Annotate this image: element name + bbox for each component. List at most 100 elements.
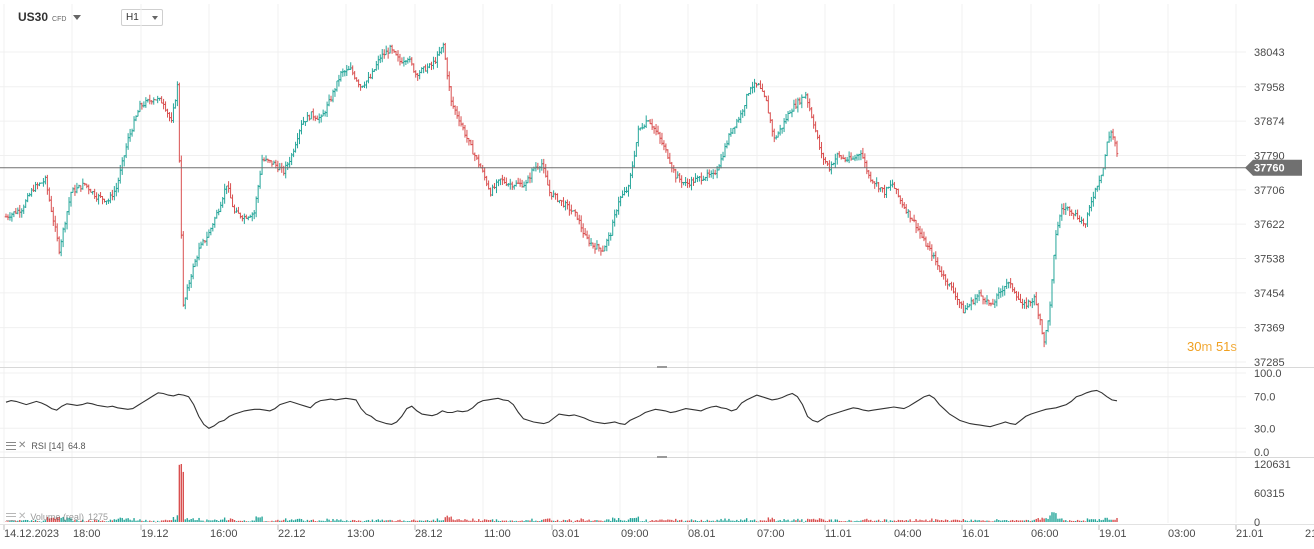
volume-bar xyxy=(755,521,758,522)
volume-bar xyxy=(600,520,602,522)
symbol-selector[interactable]: US30 CFD xyxy=(18,10,82,24)
time-tick-label: 11.01 xyxy=(825,528,852,540)
volume-bar xyxy=(503,520,506,522)
volume-bar xyxy=(560,521,563,522)
volume-bar xyxy=(1004,520,1006,522)
volume-bar xyxy=(505,520,508,522)
volume-bar xyxy=(1041,517,1043,522)
volume-bar xyxy=(1015,520,1018,522)
volume-bar xyxy=(328,519,330,522)
volume-bar xyxy=(147,521,149,522)
timeframe-selector[interactable]: H1 xyxy=(121,9,163,26)
volume-bar xyxy=(263,521,265,522)
volume-bar xyxy=(515,520,517,522)
volume-bar xyxy=(606,519,608,522)
volume-bar xyxy=(694,520,697,522)
volume-bar xyxy=(533,521,535,522)
volume-bar xyxy=(925,519,927,522)
volume-bar xyxy=(271,520,273,522)
volume-bar xyxy=(409,521,411,522)
volume-bar xyxy=(639,521,641,522)
volume-bar xyxy=(822,519,825,522)
volume-bar xyxy=(281,520,283,522)
volume-bar xyxy=(647,521,649,523)
volume-bar xyxy=(334,520,336,522)
volume-bar xyxy=(23,520,25,522)
volume-bar xyxy=(521,520,523,522)
close-icon[interactable]: ✕ xyxy=(18,511,27,522)
volume-bar xyxy=(375,519,378,522)
volume-bar xyxy=(202,520,204,522)
volume-bar xyxy=(684,520,687,522)
volume-bar xyxy=(745,518,748,522)
volume-bar xyxy=(726,520,728,522)
volume-bar xyxy=(1023,520,1026,522)
time-tick-label: 09:00 xyxy=(621,528,649,540)
volume-bar xyxy=(389,519,391,522)
volume-bar xyxy=(42,520,45,522)
volume-bar xyxy=(547,518,549,522)
volume-bar xyxy=(870,519,872,522)
volume-bar xyxy=(174,519,177,522)
volume-bar xyxy=(714,521,716,522)
volume-bar xyxy=(346,520,348,522)
countdown-minutes-unit: m xyxy=(1201,339,1213,354)
volume-bar xyxy=(627,519,630,522)
volume-bar xyxy=(257,517,259,522)
volume-bar xyxy=(866,518,868,522)
volume-bar xyxy=(1086,518,1089,522)
pane-resize-handle[interactable] xyxy=(657,456,667,458)
volume-bar xyxy=(418,520,421,522)
volume-bar xyxy=(789,521,791,522)
volume-bar xyxy=(377,519,380,522)
volume-bar xyxy=(1049,515,1051,522)
volume-bar xyxy=(1047,518,1049,522)
volume-bar xyxy=(507,521,510,522)
volume-bar xyxy=(1031,520,1033,522)
volume-bar xyxy=(48,518,51,522)
volume-bar xyxy=(673,520,675,522)
volume-bar xyxy=(330,521,332,522)
close-icon[interactable]: ✕ xyxy=(18,440,27,451)
volume-bar xyxy=(613,518,616,522)
volume-bar xyxy=(156,520,159,522)
volume-bar xyxy=(944,519,947,522)
volume-bar xyxy=(7,521,9,522)
timeframe-label: H1 xyxy=(126,12,139,23)
volume-bar xyxy=(1063,520,1065,522)
pane-resize-handle[interactable] xyxy=(657,366,667,368)
volume-bar xyxy=(403,520,405,522)
volume-bar xyxy=(426,520,429,522)
volume-bar xyxy=(119,517,121,522)
volume-bar xyxy=(21,520,23,522)
volume-bar xyxy=(852,521,854,523)
volume-bar xyxy=(460,520,462,522)
volume-bar xyxy=(371,519,374,522)
volume-bar xyxy=(198,517,200,522)
volume-bar xyxy=(320,520,322,522)
menu-icon[interactable] xyxy=(6,512,16,521)
volume-bar xyxy=(749,520,752,522)
price-tick-label: 37454 xyxy=(1254,288,1285,300)
volume-bar xyxy=(46,516,49,522)
volume-bar xyxy=(60,517,62,522)
volume-bar xyxy=(643,521,645,522)
volume-bar xyxy=(972,520,974,522)
volume-bar xyxy=(1037,518,1039,522)
volume-bar xyxy=(895,521,898,522)
volume-bar xyxy=(836,519,838,522)
time-tick-label: 14.12.2023 xyxy=(4,528,59,540)
volume-bar xyxy=(1000,520,1002,522)
volume-bar xyxy=(417,520,419,522)
volume-bar xyxy=(653,520,655,522)
menu-icon[interactable] xyxy=(6,441,16,450)
volume-bar xyxy=(722,520,724,522)
volume-bar xyxy=(212,520,214,522)
volume-bar xyxy=(387,520,389,522)
symbol-type-label: CFD xyxy=(52,16,67,23)
volume-bar xyxy=(998,520,1000,522)
volume-bar xyxy=(838,520,840,522)
volume-bar xyxy=(162,520,165,522)
volume-bar xyxy=(245,521,248,522)
